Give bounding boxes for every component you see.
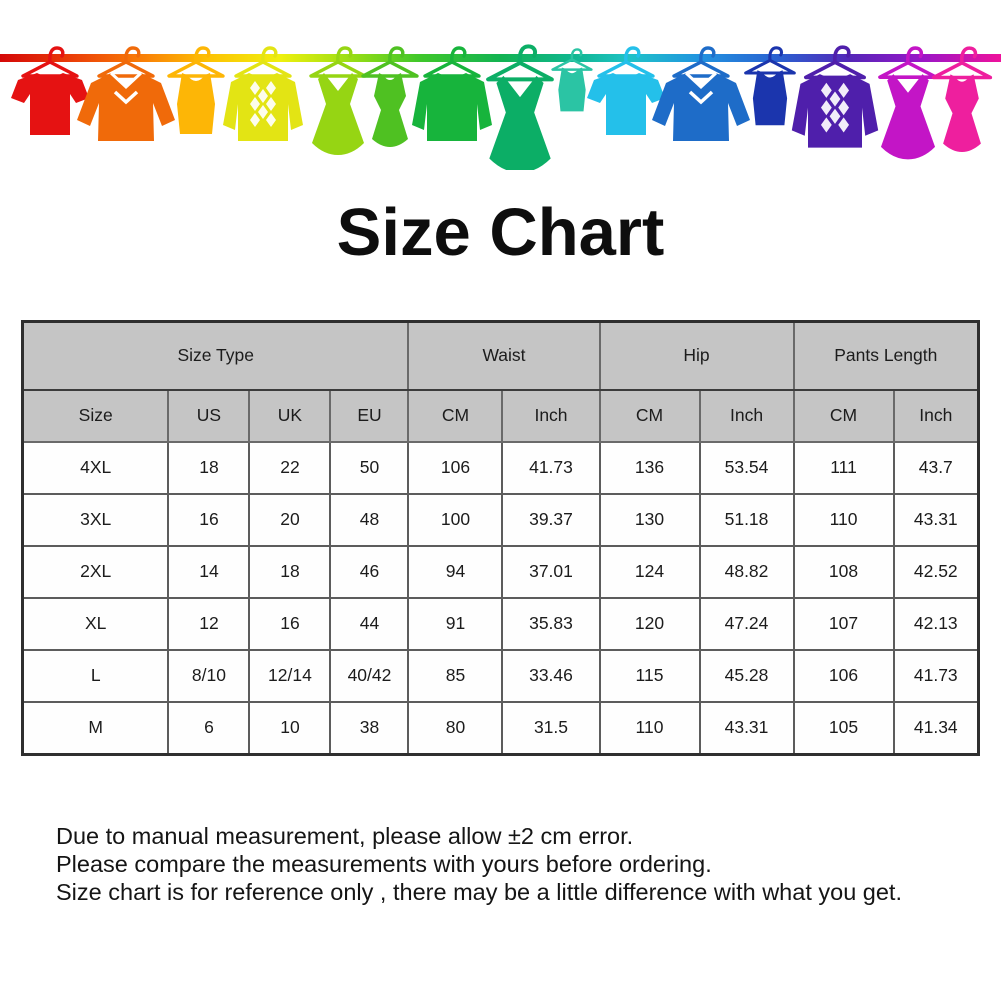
table-cell: 12/14	[248, 648, 332, 703]
column-header-us: US	[167, 388, 251, 443]
size-chart-table: Size Type Waist Hip Pants Length Size US…	[20, 319, 981, 756]
table-cell: 46	[329, 544, 410, 599]
table-cell: 105	[792, 700, 895, 756]
table-row: M 6 10 38 80 31.5 110 43.31 105 41.34	[21, 700, 980, 756]
table-cell: 120	[598, 596, 701, 651]
table-cell: 48.82	[698, 544, 795, 599]
table-cell: 42.52	[892, 544, 980, 599]
footer-notes: Due to manual measurement, please allow …	[56, 822, 1001, 906]
table-cell: 35.83	[501, 596, 601, 651]
hanging-clothes-banner	[0, 0, 1001, 170]
column-header-uk: UK	[248, 388, 332, 443]
table-cell: 14	[167, 544, 251, 599]
table-cell: 6	[167, 700, 251, 756]
footer-note-line: Due to manual measurement, please allow …	[56, 822, 634, 849]
table-row: XL 12 16 44 91 35.83 120 47.24 107 42.13	[21, 596, 980, 651]
table-cell: 136	[598, 440, 701, 495]
group-header-size-type: Size Type	[21, 320, 410, 391]
table-cell: 94	[407, 544, 504, 599]
table-cell: 38	[329, 700, 410, 756]
size-label: M	[21, 700, 170, 756]
table-row: 3XL 16 20 48 100 39.37 130 51.18 110 43.…	[21, 492, 980, 547]
table-cell: 43.31	[698, 700, 795, 756]
table-cell: 106	[792, 648, 895, 703]
table-cell: 18	[248, 544, 332, 599]
table-cell: 8/10	[167, 648, 251, 703]
column-header-pants-cm: CM	[792, 388, 895, 443]
table-cell: 42.13	[892, 596, 980, 651]
footer-note-line: Size chart is for reference only , there…	[56, 878, 902, 905]
garment-tank-dress	[361, 46, 419, 147]
page-title: Size Chart	[336, 195, 665, 270]
column-header-waist-cm: CM	[407, 388, 504, 443]
garment-tank-dress	[931, 46, 993, 153]
footer-note-line: Please compare the measurements with you…	[56, 850, 712, 877]
table-row: 2XL 14 18 46 94 37.01 124 48.82 108 42.5…	[21, 544, 980, 599]
size-label: 3XL	[21, 492, 170, 547]
table-row: 4XL 18 22 50 106 41.73 136 53.54 111 43.…	[21, 440, 980, 495]
table-cell: 80	[407, 700, 504, 756]
column-header-hip-inch: Inch	[698, 388, 795, 443]
table-cell: 18	[167, 440, 251, 495]
column-header-eu: EU	[329, 388, 410, 443]
column-header-waist-inch: Inch	[501, 388, 601, 443]
table-cell: 10	[248, 700, 332, 756]
table-cell: 107	[792, 596, 895, 651]
size-label: L	[21, 648, 170, 703]
group-header-waist: Waist	[407, 320, 601, 391]
garment-patterned-sweater	[792, 45, 878, 147]
group-header-hip: Hip	[598, 320, 795, 391]
table-cell: 47.24	[698, 596, 795, 651]
group-header-pants-length: Pants Length	[792, 320, 980, 391]
table-cell: 110	[598, 700, 701, 756]
column-header-hip-cm: CM	[598, 388, 701, 443]
table-cell: 41.73	[501, 440, 601, 495]
table-cell: 108	[792, 544, 895, 599]
table-cell: 100	[407, 492, 504, 547]
garment-dress	[488, 46, 552, 170]
size-chart-page: Size Chart Size Type Waist Hip Pants Len…	[0, 0, 1001, 906]
table-cell: 53.54	[698, 440, 795, 495]
table-cell: 22	[248, 440, 332, 495]
table-cell: 51.18	[698, 492, 795, 547]
table-cell: 106	[407, 440, 504, 495]
garment-dress	[878, 46, 938, 160]
table-cell: 31.5	[501, 700, 601, 756]
table-cell: 12	[167, 596, 251, 651]
column-header-pants-inch: Inch	[892, 388, 980, 443]
table-cell: 39.37	[501, 492, 601, 547]
table-cell: 130	[598, 492, 701, 547]
table-cell: 41.34	[892, 700, 980, 756]
size-label: 2XL	[21, 544, 170, 599]
garment-dress	[309, 46, 367, 155]
table-cell: 45.28	[698, 648, 795, 703]
table-cell: 40/42	[329, 648, 410, 703]
column-header-size: Size	[21, 388, 170, 443]
table-cell: 20	[248, 492, 332, 547]
table-cell: 37.01	[501, 544, 601, 599]
table-cell: 110	[792, 492, 895, 547]
table-cell: 16	[248, 596, 332, 651]
table-group-header-row: Size Type Waist Hip Pants Length	[21, 320, 980, 391]
table-cell: 44	[329, 596, 410, 651]
clothesline-rope	[0, 54, 1001, 62]
table-cell: 33.46	[501, 648, 601, 703]
table-cell: 43.31	[892, 492, 980, 547]
table-cell: 16	[167, 492, 251, 547]
table-cell: 43.7	[892, 440, 980, 495]
table-cell: 124	[598, 544, 701, 599]
table-cell: 41.73	[892, 648, 980, 703]
size-label: 4XL	[21, 440, 170, 495]
table-cell: 50	[329, 440, 410, 495]
table-cell: 111	[792, 440, 895, 495]
table-row: L 8/10 12/14 40/42 85 33.46 115 45.28 10…	[21, 648, 980, 703]
table-cell: 91	[407, 596, 504, 651]
table-cell: 48	[329, 492, 410, 547]
table-column-header-row: Size US UK EU CM Inch CM Inch CM Inch	[21, 388, 980, 443]
table-cell: 85	[407, 648, 504, 703]
size-label: XL	[21, 596, 170, 651]
table-cell: 115	[598, 648, 701, 703]
